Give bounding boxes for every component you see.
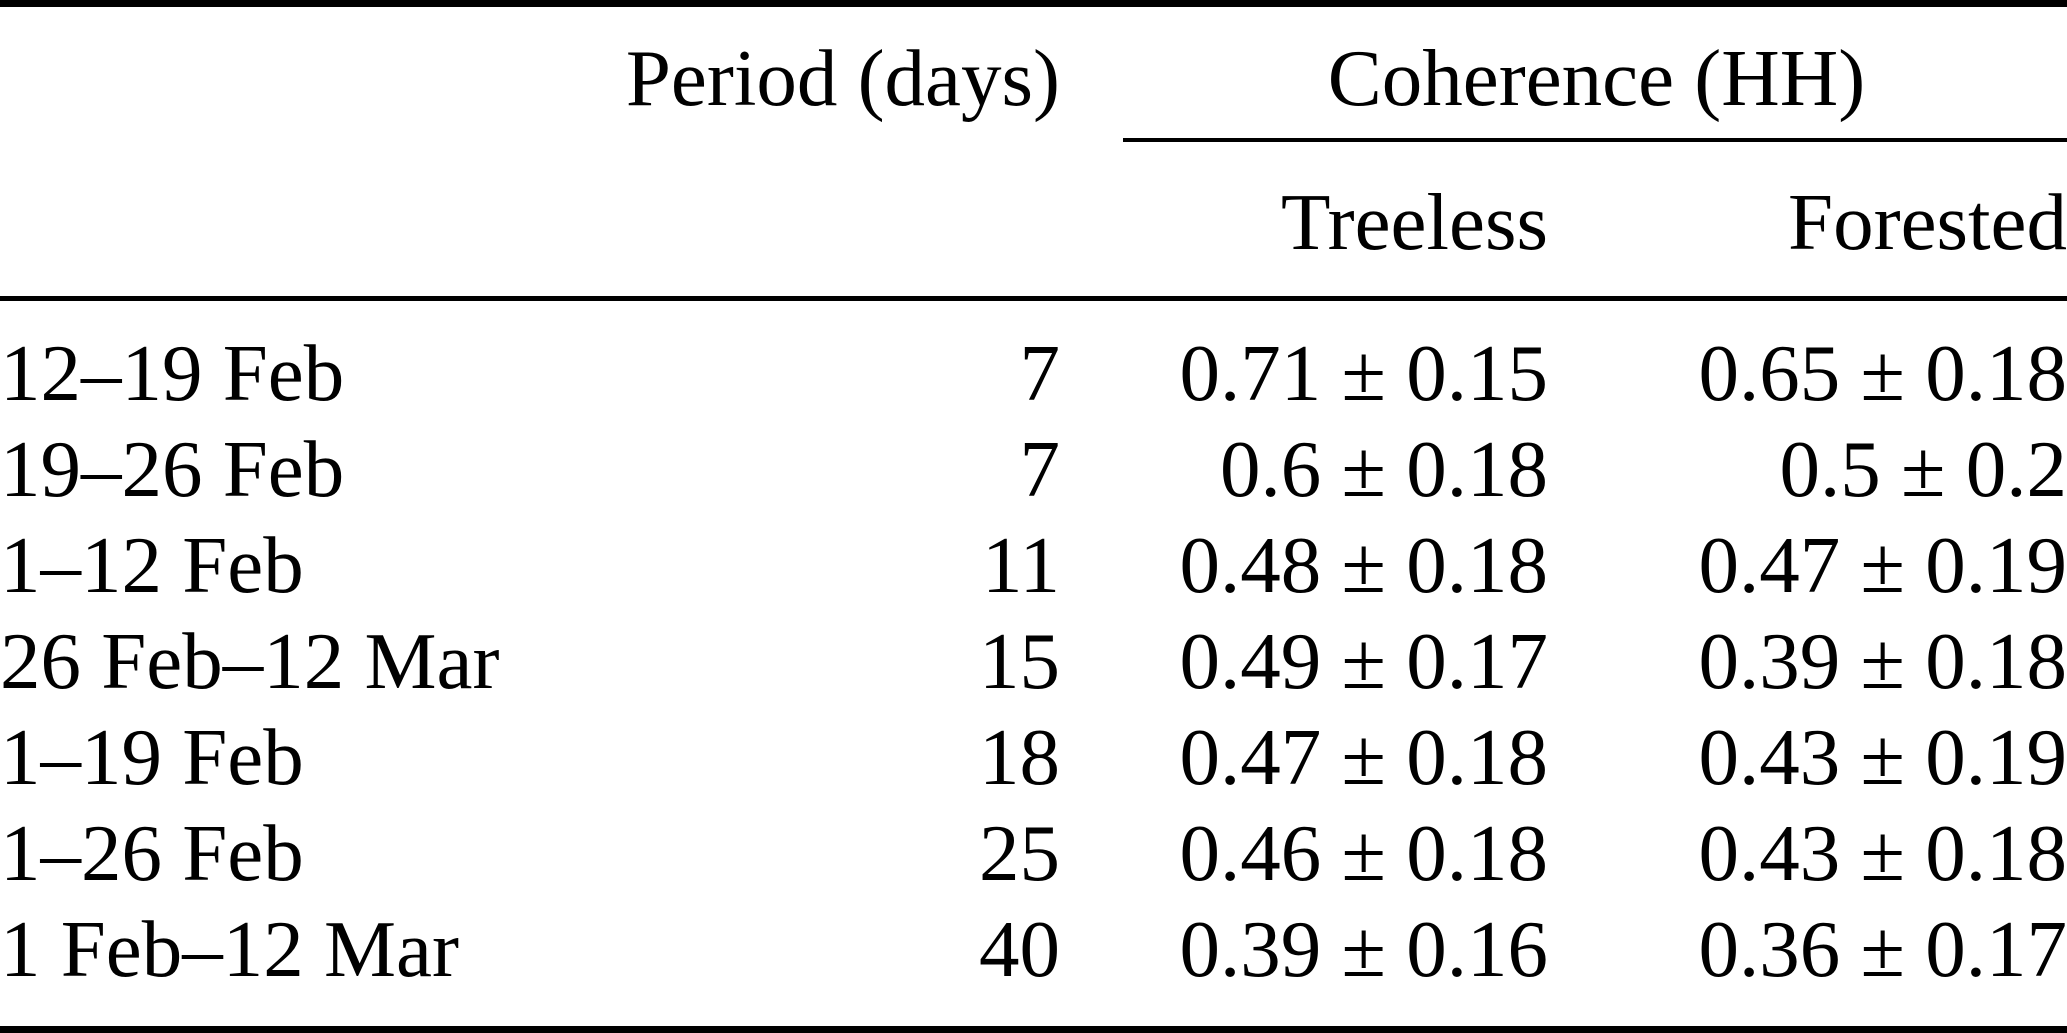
treeless-cell: 0.6 ± 0.18	[1220, 423, 1548, 514]
table-top-rule	[0, 0, 2067, 7]
forested-cell: 0.65 ± 0.18	[1698, 327, 2067, 418]
treeless-cell: 0.39 ± 0.16	[1179, 903, 1548, 994]
forested-cell: 0.36 ± 0.17	[1698, 903, 2067, 994]
period-cell: 1–26 Feb	[0, 807, 304, 898]
period-cell: 19–26 Feb	[0, 423, 345, 514]
forested-cell: 0.47 ± 0.19	[1698, 519, 2067, 610]
period-cell: 1 Feb–12 Mar	[0, 903, 459, 994]
empty-header-cell	[0, 7, 620, 138]
table-row: 1–26 Feb 25 0.46 ± 0.18 0.43 ± 0.18	[0, 805, 2067, 901]
empty-header-cell	[0, 138, 620, 296]
treeless-cell: 0.47 ± 0.18	[1179, 711, 1548, 802]
treeless-cell: 0.49 ± 0.17	[1179, 615, 1548, 706]
table-row: 1 Feb–12 Mar 40 0.39 ± 0.16 0.36 ± 0.17	[0, 901, 2067, 997]
table-row: 19–26 Feb 7 0.6 ± 0.18 0.5 ± 0.2	[0, 421, 2067, 517]
treeless-cell: 0.71 ± 0.15	[1179, 327, 1548, 418]
forested-cell: 0.39 ± 0.18	[1698, 615, 2067, 706]
table-bottom-rule	[0, 1026, 2067, 1033]
days-cell: 40	[979, 903, 1060, 994]
forested-cell: 0.43 ± 0.18	[1698, 807, 2067, 898]
coherence-sub-rule	[1123, 138, 2067, 142]
period-cell: 1–12 Feb	[0, 519, 304, 610]
empty-header-cell	[620, 138, 1060, 296]
forested-cell: 0.5 ± 0.2	[1779, 423, 2067, 514]
table-row: 26 Feb–12 Mar 15 0.49 ± 0.17 0.39 ± 0.18	[0, 613, 2067, 709]
days-cell: 7	[1019, 423, 1061, 514]
period-cell: 12–19 Feb	[0, 327, 345, 418]
treeless-cell: 0.48 ± 0.18	[1179, 519, 1548, 610]
period-days-header: Period (days)	[625, 33, 1060, 123]
period-cell: 1–19 Feb	[0, 711, 304, 802]
table-row: 1–19 Feb 18 0.47 ± 0.18 0.43 ± 0.19	[0, 709, 2067, 805]
treeless-cell: 0.46 ± 0.18	[1179, 807, 1548, 898]
days-cell: 11	[982, 519, 1060, 610]
treeless-subheader: Treeless	[1280, 176, 1548, 267]
days-cell: 15	[979, 615, 1060, 706]
coherence-table: Period (days) Coherence (HH) Treeless Fo…	[0, 7, 2067, 997]
period-cell: 26 Feb–12 Mar	[0, 615, 500, 706]
header-row-1: Period (days) Coherence (HH)	[0, 7, 2067, 138]
table-row: 12–19 Feb 7 0.71 ± 0.15 0.65 ± 0.18	[0, 325, 2067, 421]
forested-subheader: Forested	[1788, 176, 2067, 267]
spacer-row	[0, 296, 2067, 325]
header-row-2: Treeless Forested	[0, 138, 2067, 296]
forested-cell: 0.43 ± 0.19	[1698, 711, 2067, 802]
table-row: 1–12 Feb 11 0.48 ± 0.18 0.47 ± 0.19	[0, 517, 2067, 613]
table-header-rule	[0, 296, 2067, 301]
days-cell: 7	[1019, 327, 1061, 418]
coherence-header: Coherence (HH)	[1327, 33, 1866, 123]
days-cell: 25	[979, 807, 1060, 898]
days-cell: 18	[979, 711, 1060, 802]
